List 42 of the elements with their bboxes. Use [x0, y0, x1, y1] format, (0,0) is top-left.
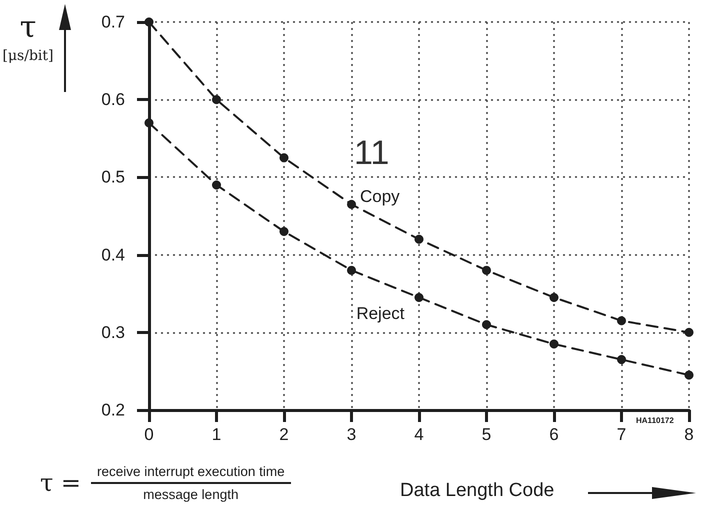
y-axis-title: τ [μs/bit]: [2, 9, 54, 66]
x-tick-label: 6: [549, 425, 559, 444]
point: [280, 153, 288, 162]
x-tick-label: 8: [684, 425, 694, 444]
point: [144, 18, 154, 26]
x-tick-label: 7: [616, 425, 626, 444]
point: [550, 340, 558, 349]
y-tick-label: 0.6: [101, 90, 125, 110]
series-label: Copy: [360, 186, 400, 206]
text: receive interrupt execution time: [96, 464, 286, 481]
point: [212, 95, 221, 104]
x-axis-title: Data Length Code: [400, 480, 554, 502]
point: [414, 292, 424, 302]
x-tick-label: 1: [212, 425, 222, 444]
series-label: Reject: [356, 304, 405, 323]
point: [347, 266, 356, 275]
x-tick-label: 3: [346, 425, 356, 444]
point: [550, 292, 558, 302]
y-tick-label: 0.3: [101, 322, 125, 342]
point: [280, 227, 288, 236]
y-tick-label: 0.5: [101, 168, 125, 187]
point: [482, 320, 491, 330]
point: [347, 200, 356, 209]
point: [617, 316, 626, 326]
y-tick-label: 0.4: [101, 245, 125, 264]
point: [684, 370, 694, 380]
y-tick-label: 0.2: [101, 400, 125, 420]
x-tick-label: 2: [279, 425, 289, 444]
y-tick-label: 0.7: [101, 12, 125, 32]
text: τ =: [40, 469, 82, 497]
text: HA110172: [636, 416, 674, 425]
text: message length: [143, 486, 238, 502]
x-tick-label: 0: [144, 425, 154, 444]
annotation: 11: [354, 134, 390, 173]
point: [482, 266, 491, 275]
point: [212, 180, 221, 190]
x-tick-label: 5: [482, 425, 492, 444]
x-tick-label: 4: [414, 425, 424, 444]
point: [617, 355, 626, 364]
point: [144, 118, 154, 128]
point: [684, 328, 694, 337]
point: [414, 234, 424, 244]
